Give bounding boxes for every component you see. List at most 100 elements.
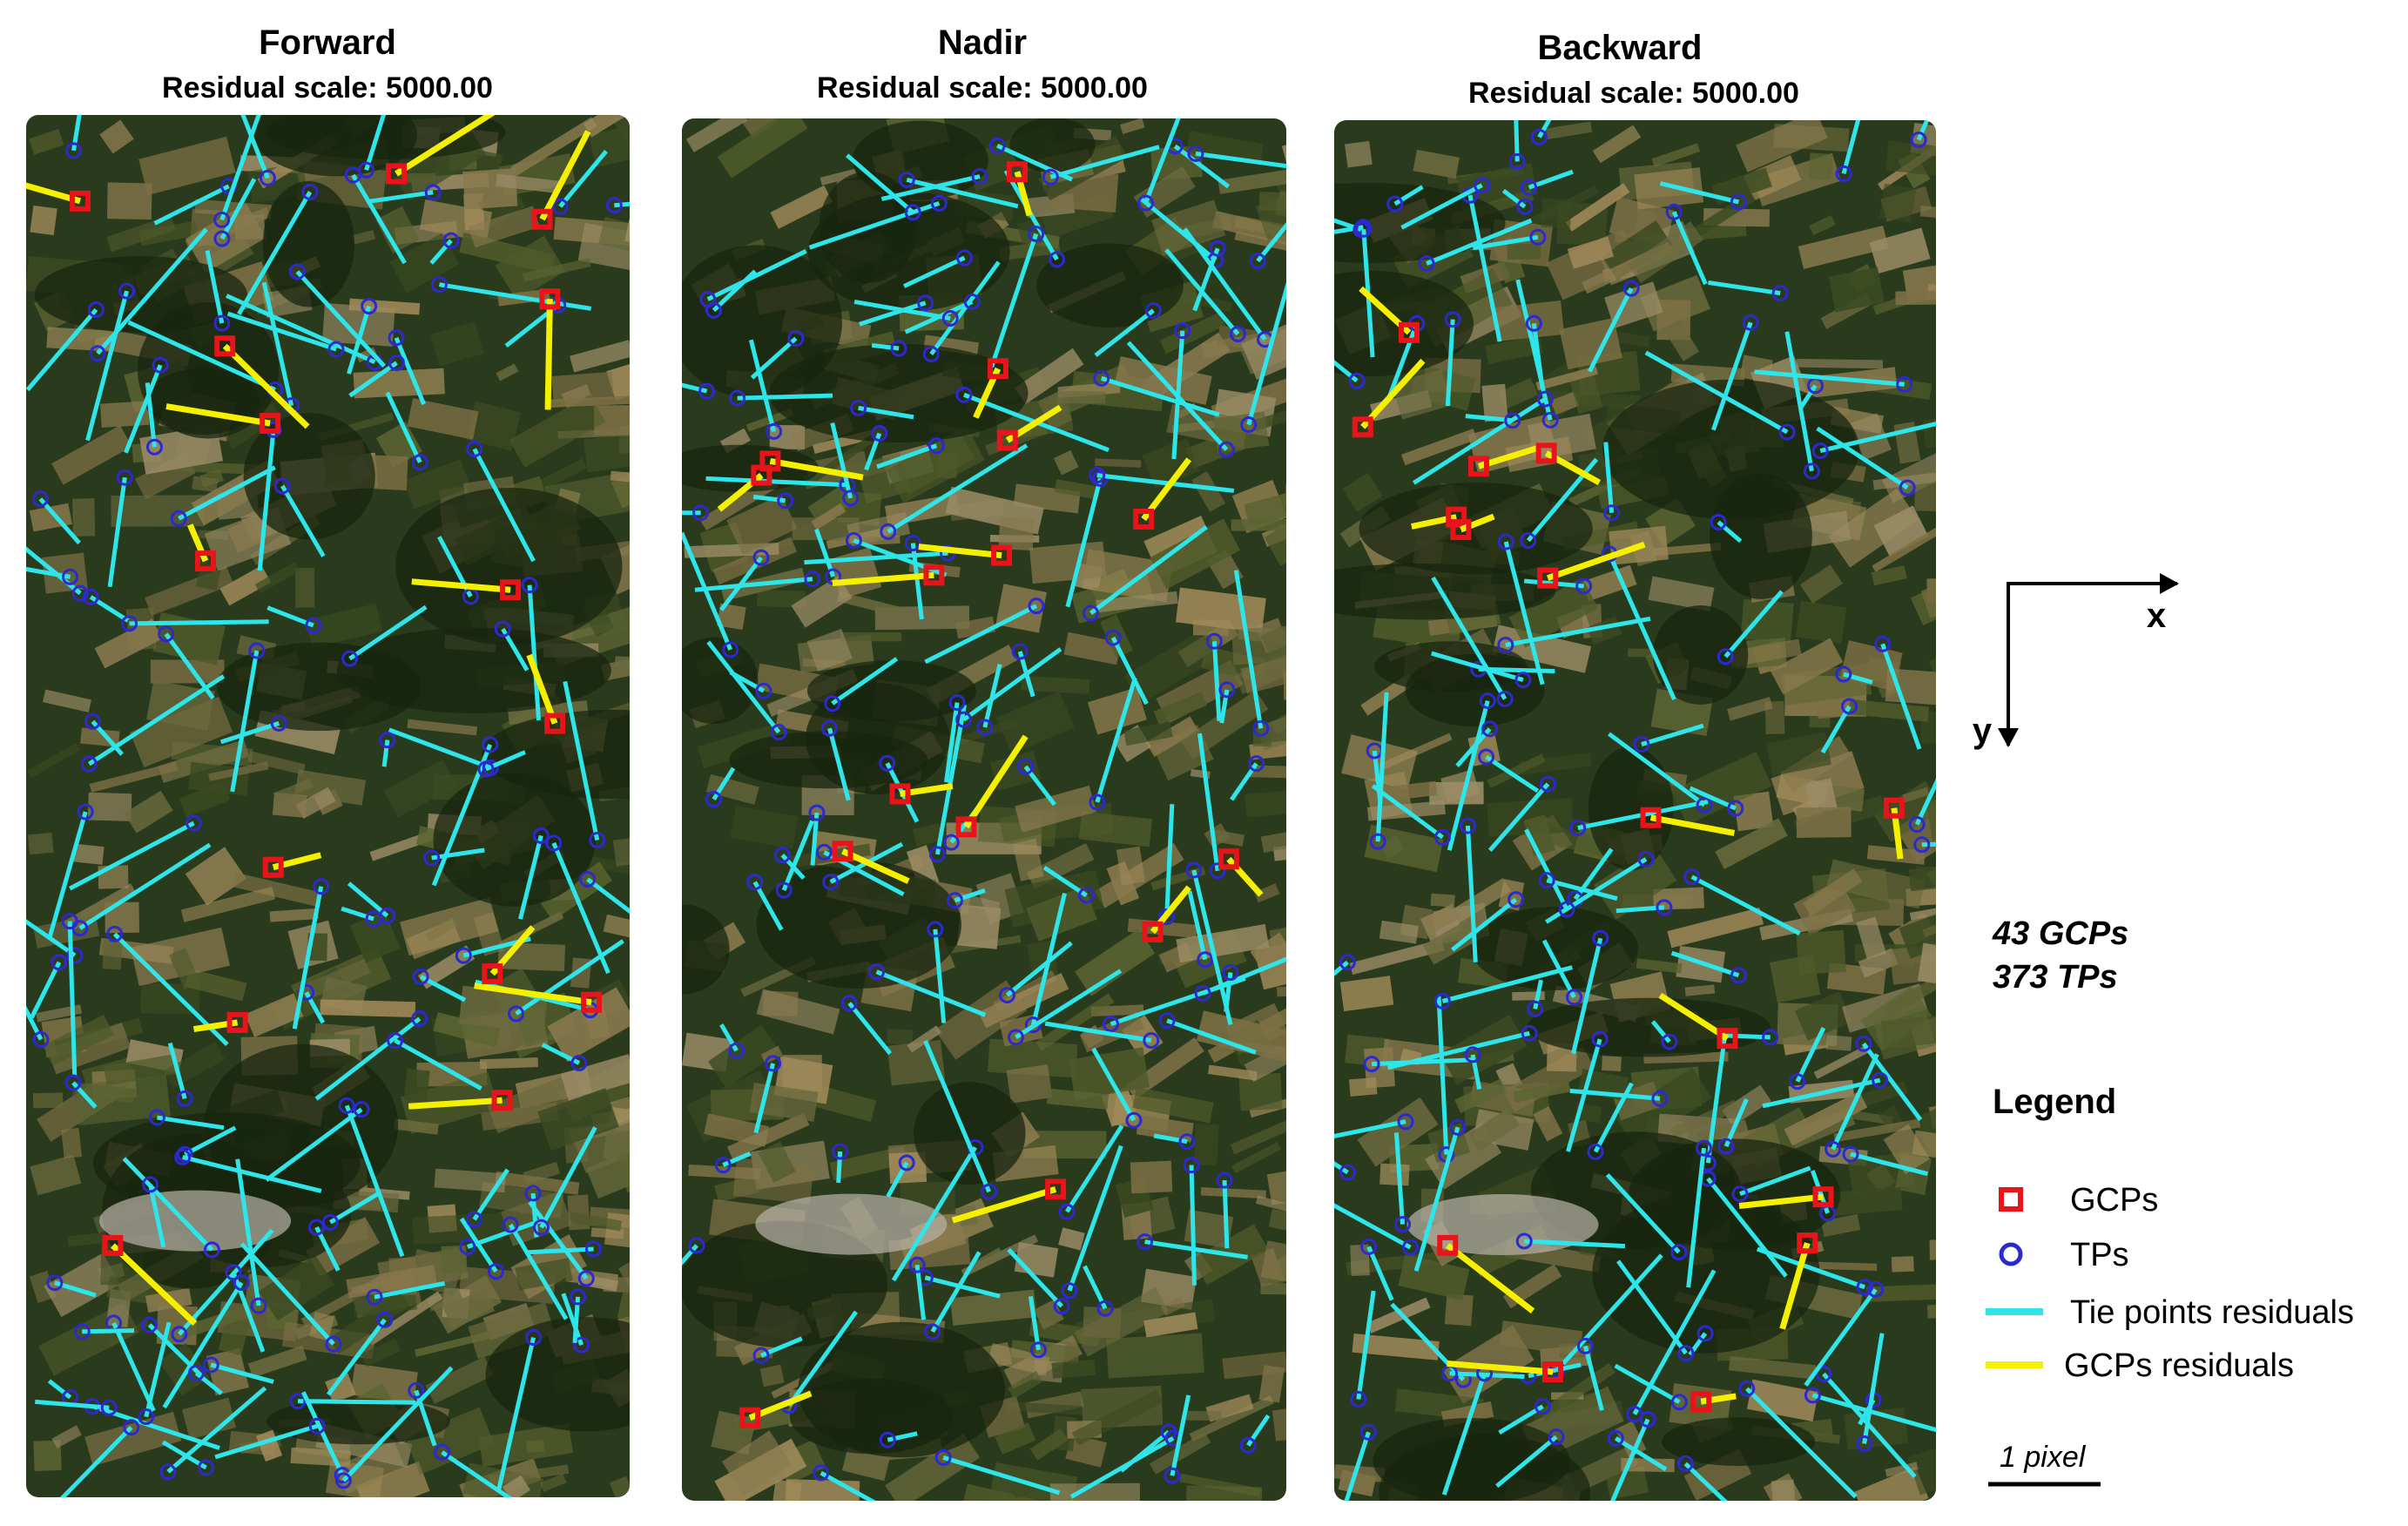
gcp-marker xyxy=(102,1234,124,1256)
tp-marker xyxy=(1910,132,1927,149)
field-patch xyxy=(1602,1056,1622,1072)
tp-residual xyxy=(347,881,389,918)
field-patch xyxy=(441,1245,468,1274)
forest-patch xyxy=(1662,1417,1816,1467)
gcp-marker xyxy=(482,963,503,985)
tp-residual xyxy=(1603,442,1615,513)
tp-marker xyxy=(824,695,841,712)
tp-marker xyxy=(116,469,133,486)
gcp-marker xyxy=(739,1407,761,1428)
tp-marker xyxy=(1696,796,1713,814)
field-patch xyxy=(1686,191,1757,242)
field-patch xyxy=(1872,780,1936,842)
tp-residual xyxy=(1739,1165,1811,1197)
field-patch xyxy=(1568,371,1603,415)
tp-marker xyxy=(1194,984,1211,1002)
field-patch xyxy=(988,1038,1078,1078)
tp-residual xyxy=(472,1168,509,1221)
tp-residual xyxy=(239,1242,335,1346)
field-patch xyxy=(1150,866,1206,891)
tp-residual xyxy=(989,233,1039,368)
tp-marker xyxy=(1913,836,1931,854)
tp-residual xyxy=(178,465,276,521)
tp-marker xyxy=(1607,1429,1624,1447)
field-patch xyxy=(758,1141,796,1183)
field-patch xyxy=(346,1265,437,1299)
forest-patch xyxy=(729,731,928,789)
tp-marker xyxy=(1355,220,1373,238)
tp-residual xyxy=(561,1293,584,1346)
field-patch xyxy=(1160,1296,1186,1316)
tp-residual xyxy=(1528,1362,1582,1379)
tp-residual xyxy=(1445,319,1455,407)
tp-marker xyxy=(65,142,83,159)
field-patch xyxy=(1249,1089,1286,1118)
tp-residual xyxy=(162,1281,244,1409)
tp-marker xyxy=(1603,504,1621,522)
field-patch xyxy=(1054,479,1101,500)
field-patch xyxy=(1922,922,1936,937)
tp-residual xyxy=(1095,677,1137,803)
field-patch xyxy=(886,427,985,503)
field-patch xyxy=(219,565,272,606)
tp-marker xyxy=(1566,989,1583,1006)
tp-residual xyxy=(1191,869,1233,1025)
tp-residual xyxy=(1371,1057,1474,1067)
tp-marker xyxy=(84,712,101,730)
field-patch xyxy=(705,773,759,805)
tp-marker xyxy=(325,1335,342,1353)
tp-marker xyxy=(62,568,79,585)
tp-marker xyxy=(482,736,499,753)
tp-marker xyxy=(202,1356,219,1374)
tp-residual xyxy=(1862,1333,1885,1444)
forest-patch xyxy=(789,1378,953,1455)
field-patch xyxy=(1481,383,1508,422)
field-patch xyxy=(1255,187,1286,241)
tp-residual xyxy=(1545,857,1648,924)
tp-residual xyxy=(1436,996,1449,1155)
field-patch xyxy=(1231,518,1286,531)
tp-residual xyxy=(1426,218,1533,266)
tp-residual xyxy=(518,834,543,920)
tp-marker xyxy=(1164,1467,1181,1484)
tp-marker xyxy=(121,615,138,632)
field-patch xyxy=(89,761,179,793)
field-patch xyxy=(1866,1283,1936,1302)
tp-marker xyxy=(765,1055,782,1072)
gcp-marker xyxy=(1352,416,1373,438)
tp-residual xyxy=(1334,1173,1412,1250)
tp-residual xyxy=(226,294,376,365)
field-patch xyxy=(594,405,630,436)
tp-residual xyxy=(753,1063,776,1134)
tp-residual xyxy=(558,150,608,208)
tp-residual xyxy=(1143,118,1206,204)
tp-residual xyxy=(1467,194,1502,342)
tp-marker xyxy=(365,910,382,928)
field-patch xyxy=(840,631,901,642)
field-patch xyxy=(1765,732,1831,777)
field-patch xyxy=(1049,1482,1141,1501)
field-patch xyxy=(208,761,269,781)
tp-marker xyxy=(908,1256,926,1273)
tp-residual xyxy=(1569,1088,1661,1101)
tp-residual xyxy=(924,1275,1001,1299)
field-patch xyxy=(907,1025,942,1053)
forest-patch xyxy=(756,861,961,989)
tp-residual xyxy=(1717,520,1743,544)
field-patch xyxy=(1492,625,1592,673)
tp-residual xyxy=(431,847,485,861)
tp-residual xyxy=(923,1040,992,1193)
tp-residual xyxy=(880,174,981,201)
field-patch xyxy=(244,993,304,1037)
tp-residual xyxy=(705,476,848,488)
field-patch xyxy=(685,118,748,152)
gcp-residual xyxy=(832,571,934,586)
field-patch xyxy=(1212,829,1244,847)
field-patch xyxy=(1740,598,1794,644)
gcp-residual xyxy=(918,544,1002,559)
field-patch xyxy=(503,1475,531,1497)
field-patch xyxy=(1922,416,1936,449)
tp-residual xyxy=(226,311,337,352)
tp-marker xyxy=(605,197,623,214)
field-patch xyxy=(1523,814,1555,856)
